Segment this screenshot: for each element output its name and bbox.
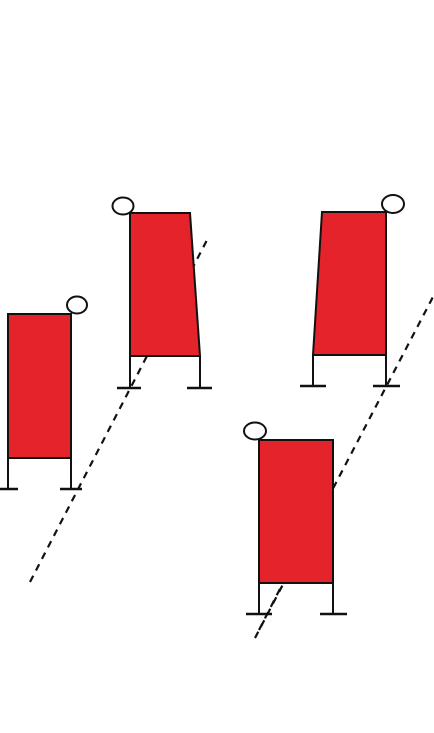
- board-figure-4: [243, 421, 347, 616]
- head-circle: [243, 421, 267, 441]
- board-panel: [311, 211, 387, 356]
- board-panel: [7, 313, 72, 459]
- board-panel: [258, 439, 334, 584]
- board-panel: [129, 212, 202, 357]
- board-figure-1: [0, 295, 88, 491]
- head-circle: [66, 295, 88, 315]
- head-circle: [111, 196, 135, 216]
- board-figure-2: [111, 196, 212, 390]
- head-circle: [381, 194, 405, 214]
- board-figure-3: [300, 194, 405, 388]
- dashed-guide-line-3: [258, 582, 284, 631]
